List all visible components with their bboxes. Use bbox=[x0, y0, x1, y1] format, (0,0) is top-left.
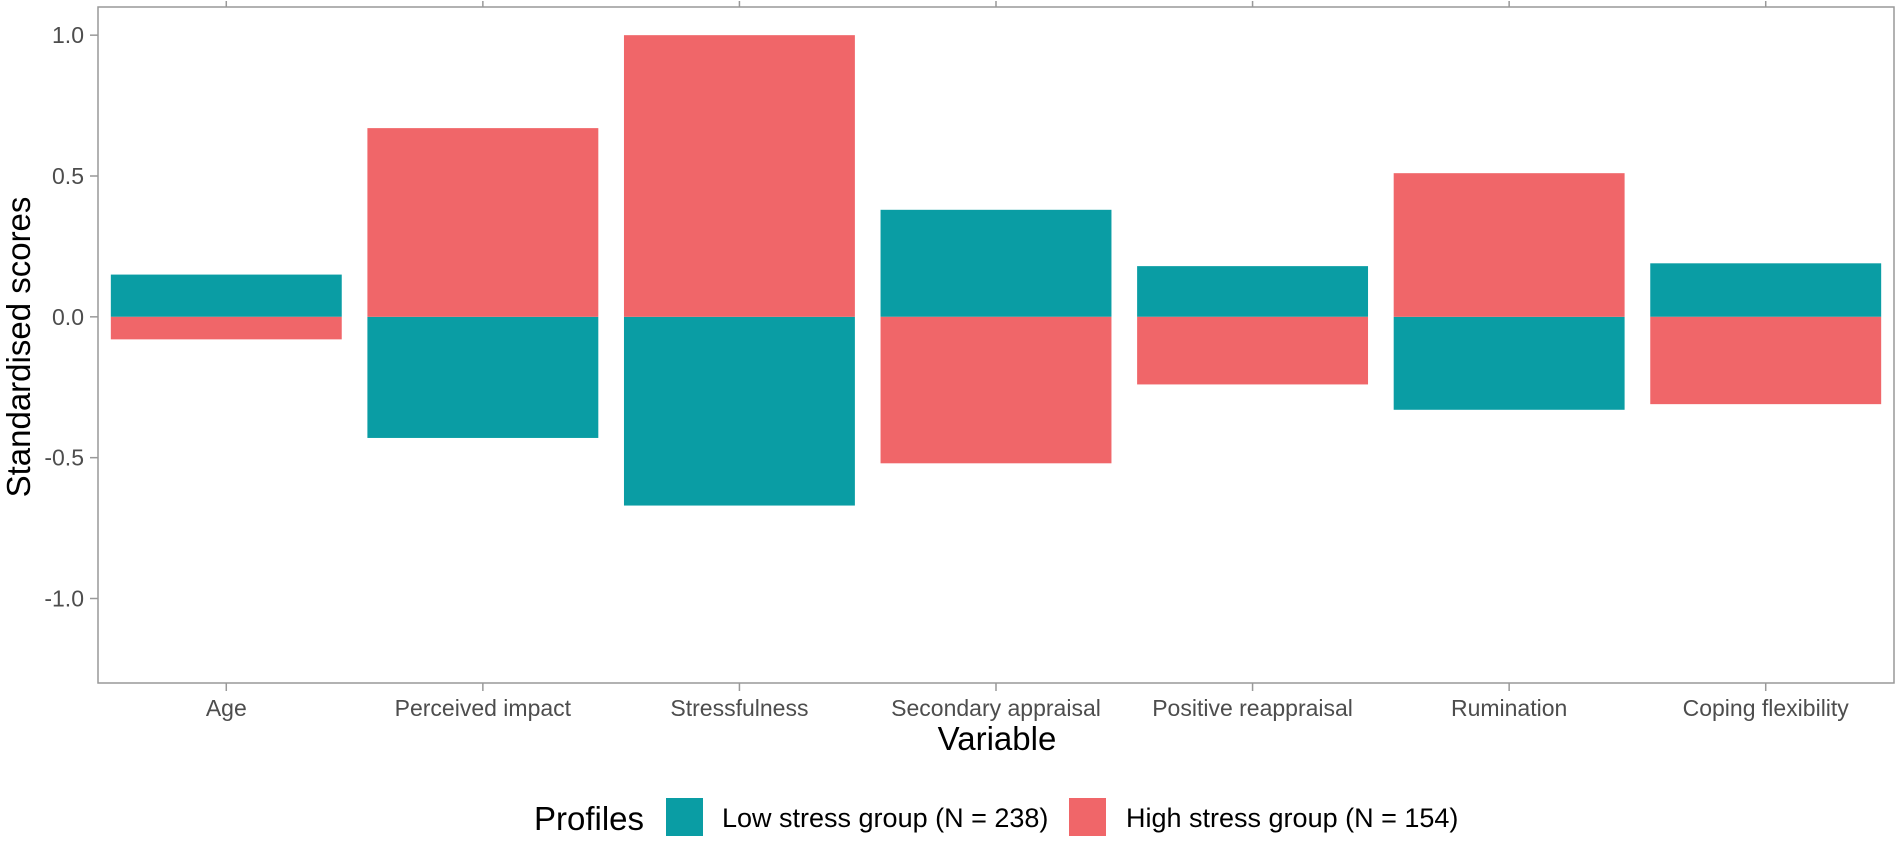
x-tick-label: Stressfulness bbox=[670, 695, 808, 721]
x-tick-label: Perceived impact bbox=[395, 695, 572, 721]
y-tick-label: 1.0 bbox=[52, 22, 84, 48]
bar-low-stress-rumination bbox=[1393, 316, 1625, 410]
bar-low-stress-coping-flexibility bbox=[1650, 263, 1882, 317]
bar-high-stress-stressfulness bbox=[623, 35, 855, 317]
x-tick-label: Secondary appraisal bbox=[891, 695, 1101, 721]
x-tick-label: Rumination bbox=[1451, 695, 1567, 721]
x-tick-label: Positive reappraisal bbox=[1152, 695, 1353, 721]
bar-high-stress-secondary-appraisal bbox=[880, 316, 1112, 464]
bar-low-stress-stressfulness bbox=[623, 316, 855, 506]
bar-high-stress-perceived-impact bbox=[367, 128, 599, 317]
y-tick-label: -1.0 bbox=[44, 586, 84, 612]
y-tick-label: -0.5 bbox=[44, 445, 84, 471]
legend-key-low-stress bbox=[666, 798, 703, 836]
y-axis: 1.0 0.5 0.0 -0.5 -1.0 bbox=[44, 22, 98, 612]
legend-label-low-stress: Low stress group (N = 238) bbox=[722, 803, 1048, 833]
bar-low-stress-age bbox=[110, 274, 342, 317]
x-tick-label: Coping flexibility bbox=[1683, 695, 1850, 721]
bar-high-stress-coping-flexibility bbox=[1650, 316, 1882, 405]
legend-title: Profiles bbox=[534, 800, 644, 837]
bar-low-stress-secondary-appraisal bbox=[880, 209, 1112, 317]
bar-high-stress-positive-reappraisal bbox=[1137, 316, 1369, 385]
x-tick-label: Age bbox=[206, 695, 247, 721]
bar-low-stress-positive-reappraisal bbox=[1137, 266, 1369, 317]
bar-low-stress-perceived-impact bbox=[367, 316, 599, 438]
bar-high-stress-age bbox=[110, 316, 342, 340]
legend-label-high-stress: High stress group (N = 154) bbox=[1126, 803, 1458, 833]
x-axis-title: Variable bbox=[938, 720, 1057, 757]
x-axis: Age Perceived impact Stressfulness Secondar… bbox=[206, 1, 1849, 721]
legend: Profiles Low stress group (N = 238) High… bbox=[534, 798, 1458, 837]
y-axis-title: Standardised scores bbox=[0, 197, 37, 498]
bars-layer bbox=[110, 35, 1882, 506]
legend-key-high-stress bbox=[1069, 798, 1106, 836]
y-tick-label: 0.0 bbox=[52, 304, 84, 330]
bar-high-stress-rumination bbox=[1393, 173, 1625, 317]
y-tick-label: 0.5 bbox=[52, 163, 84, 189]
